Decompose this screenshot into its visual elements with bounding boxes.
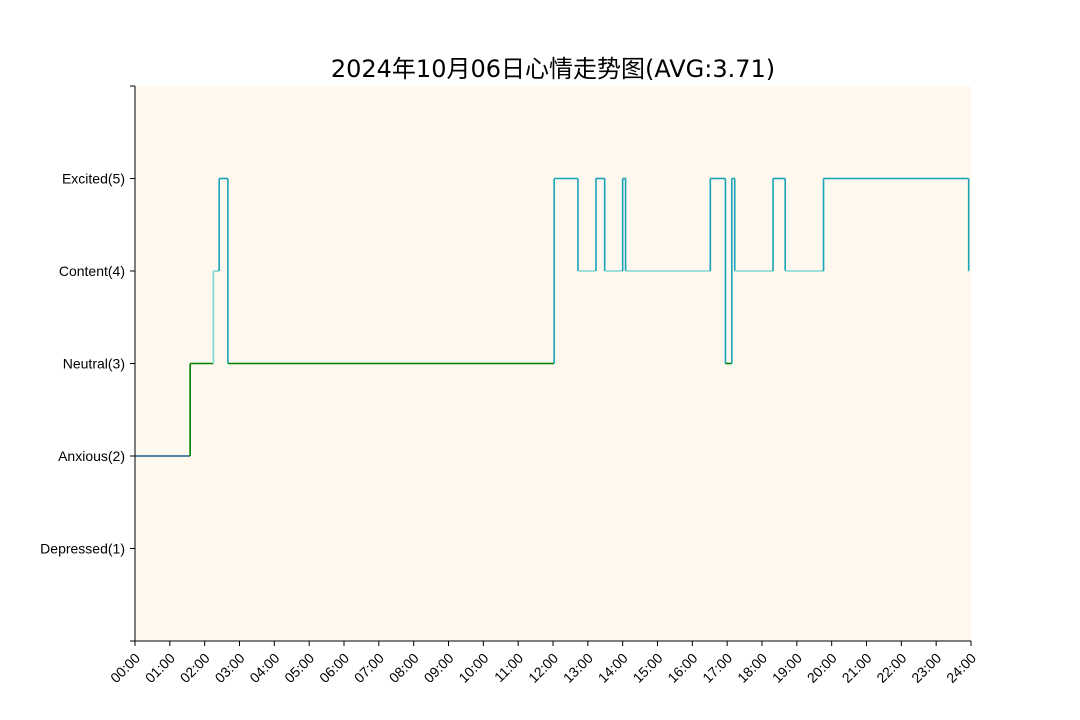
y-axis-ticks: Depressed(1) Anxious(2) Neutral(3) Content(…	[40, 85, 135, 642]
mood-point-end	[967, 270, 970, 272]
chart-title: 2024年10月06日心情走势图(AVG:3.71)	[331, 55, 775, 83]
mood-step-series	[135, 177, 970, 457]
y-tick-label: Neutral(3)	[63, 356, 125, 372]
y-tick-label: Depressed(1)	[40, 541, 125, 557]
y-tick-label: Content(4)	[59, 263, 125, 279]
y-tick-label: Anxious(2)	[58, 448, 125, 464]
y-tick-label: Excited(5)	[62, 171, 125, 187]
